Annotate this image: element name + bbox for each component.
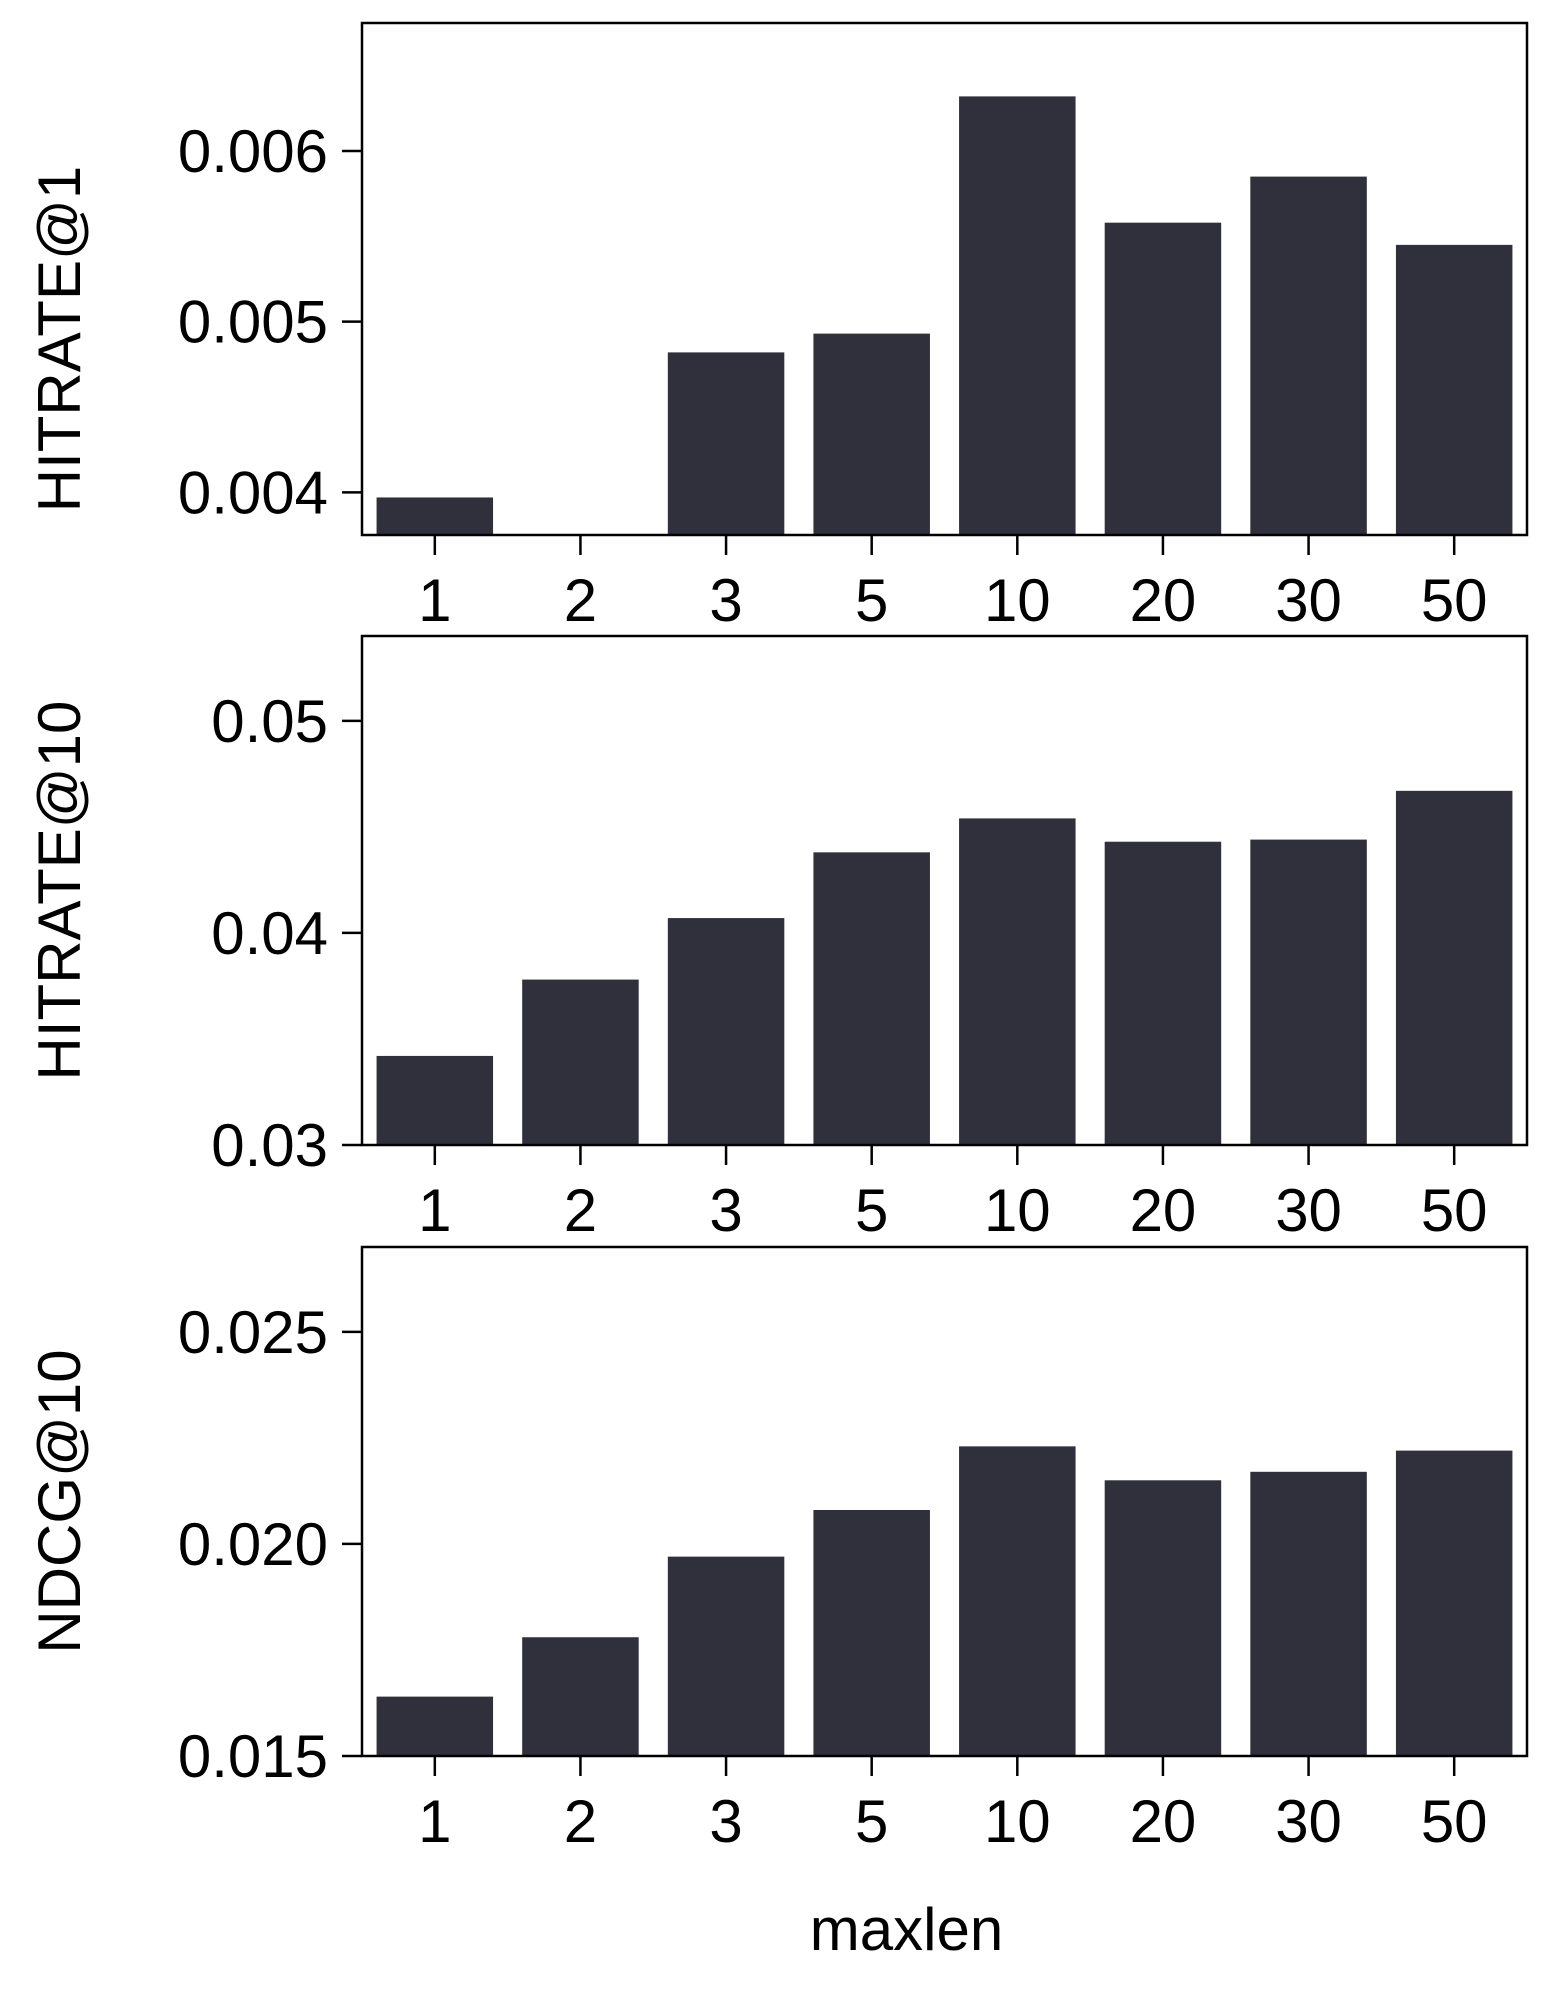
plot-frame [360,1245,1529,1758]
x-axis-title: maxlen [810,1896,1003,1963]
x-tick-label: 3 [709,567,742,634]
y-tick-label: 0.05 [211,688,328,755]
bar-10 [959,96,1076,535]
x-tick-label: 30 [1275,1788,1342,1855]
bar-1 [376,497,494,535]
bar-50 [1395,1450,1513,1756]
x-tick-label: 2 [564,1788,597,1855]
x-tick-label: 1 [418,1788,451,1855]
x-tick-label: 50 [1421,1177,1488,1244]
bar-2 [522,979,639,1145]
bar-5 [813,1509,930,1756]
bar-20 [1104,1480,1222,1756]
bar-20 [1104,222,1222,535]
x-tick-label: 10 [984,1177,1051,1244]
x-tick-label: 3 [709,1177,742,1244]
bar-3 [667,352,785,535]
x-tick-label: 20 [1130,567,1197,634]
y-tick-label: 0.03 [211,1112,328,1179]
y-tick-label: 0.006 [178,118,328,185]
bars-group [376,790,1513,1145]
bar-3 [667,1556,785,1756]
bar-1 [376,1696,494,1756]
x-tick-label: 1 [418,567,451,634]
x-tick-label: 1 [418,1177,451,1244]
y-tick-label: 0.005 [178,289,328,356]
x-tick-label: 10 [984,567,1051,634]
bar-2 [522,1637,639,1756]
x-tick-label: 5 [855,1788,888,1855]
bar-10 [959,818,1076,1145]
y-axis-title: HITRATE@10 [26,701,93,1081]
y-tick-label: 0.020 [178,1511,328,1578]
y-tick-label: 0.025 [178,1299,328,1366]
bar-10 [959,1446,1076,1756]
bar-1 [376,1055,494,1145]
bar-5 [813,852,930,1145]
y-tick-label: 0.015 [178,1723,328,1790]
x-tick-label: 50 [1421,1788,1488,1855]
x-tick-label: 10 [984,1788,1051,1855]
bar-30 [1250,839,1367,1145]
y-tick-label: 0.04 [211,900,328,967]
x-tick-label: 5 [855,567,888,634]
x-tick-label: 2 [564,567,597,634]
bars-group [376,96,1513,535]
chart-panel-hitrate-10: 1 2 3 5 10 20 30 50 0.03 0.04 0.05 HITRATE@10 [26,634,1529,1244]
y-axis-title: NDCG@10 [26,1349,93,1653]
x-tick-label: 3 [709,1788,742,1855]
x-tick-label: 5 [855,1177,888,1244]
bar-50 [1395,790,1513,1145]
bar-50 [1395,244,1513,535]
x-tick-label: 30 [1275,1177,1342,1244]
bar-5 [813,333,930,535]
x-tick-label: 30 [1275,567,1342,634]
chart-panel-hitrate-1: 1 2 3 5 10 20 30 50 0.004 0.005 0.006 HITRATE@1 [26,21,1529,634]
x-tick-label: 2 [564,1177,597,1244]
chart-panel-ndcg-10: 1 2 3 5 10 20 30 50 0.015 0.020 0.025 NDCG@10 maxlen [26,1245,1529,1963]
y-tick-label: 0.004 [178,459,328,526]
bar-30 [1250,1471,1367,1756]
bar-20 [1104,841,1222,1145]
y-axis-title: HITRATE@1 [26,166,93,513]
plot-frame [360,21,1529,537]
bars-group [376,1446,1513,1756]
x-tick-label: 20 [1130,1788,1197,1855]
plot-frame [360,634,1529,1147]
x-tick-label: 50 [1421,567,1488,634]
x-tick-label: 20 [1130,1177,1197,1244]
bar-30 [1250,176,1367,535]
bar-3 [667,918,785,1145]
